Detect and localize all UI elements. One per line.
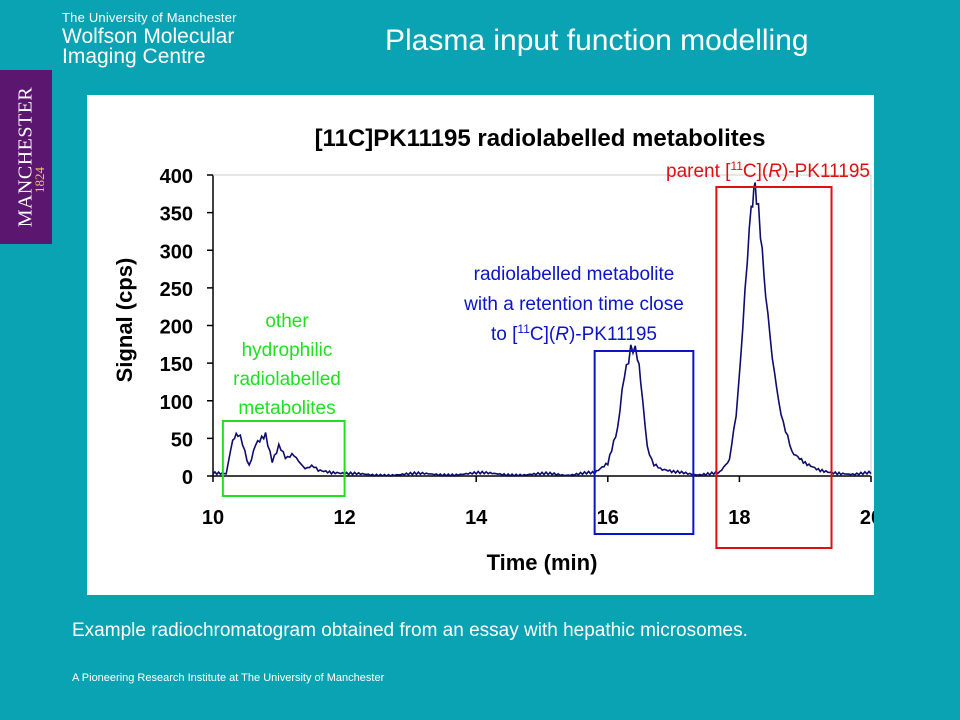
red-label-part: R — [768, 161, 782, 182]
blue-label-line: with a retention time close — [463, 294, 684, 315]
chart-panel: [11C]PK11195 radiolabelled metabolites T… — [87, 95, 874, 595]
blue-label-part: to [ — [491, 324, 518, 345]
y-tick-label: 350 — [160, 204, 193, 226]
university-header: The University of Manchester Wolfson Mol… — [62, 10, 237, 67]
slide-caption: Example radiochromatogram obtained from … — [72, 620, 748, 641]
manchester-logo: MANCHESTER 1824 — [0, 70, 52, 244]
chart-title: [11C]PK11195 radiolabelled metabolites — [315, 125, 766, 152]
y-tick-label: 300 — [160, 241, 193, 263]
x-axis-label: Time (min) — [487, 550, 598, 575]
blue-label-line3: to [11C](R)-PK11195 — [491, 322, 657, 345]
x-tick-label: 18 — [728, 507, 750, 529]
green-label-line: hydrophilic — [242, 340, 333, 361]
blue-label-part: R — [555, 324, 569, 345]
x-tick-label: 10 — [202, 507, 224, 529]
blue-label-part: 11 — [517, 322, 530, 336]
y-axis-label: Signal (cps) — [112, 258, 137, 383]
red-label-part: C]( — [743, 161, 769, 182]
red-label: parent [11C](R)-PK11195 — [666, 159, 870, 182]
slide-title: Plasma input function modelling — [385, 24, 809, 57]
logo-wordmark: MANCHESTER — [14, 86, 37, 228]
university-name: The University of Manchester — [62, 10, 237, 25]
y-tick-label: 100 — [160, 392, 193, 414]
logo-year: 1824 — [32, 167, 47, 193]
y-tick-label: 200 — [160, 317, 193, 339]
blue-label-part: )-PK11195 — [569, 324, 657, 345]
y-tick-label: 50 — [171, 429, 193, 451]
green-box — [221, 420, 346, 497]
green-label-line: other — [265, 311, 309, 332]
red-label-part: 11 — [730, 159, 743, 173]
red-box — [715, 186, 833, 549]
x-tick-label: 16 — [597, 507, 619, 529]
y-tick-label: 400 — [160, 166, 193, 188]
x-tick-label: 14 — [465, 507, 488, 529]
blue-label-line: radiolabelled metabolite — [474, 264, 675, 285]
x-tick-label: 12 — [333, 507, 355, 529]
centre-name-line1: Wolfson Molecular — [62, 25, 235, 48]
blue-box — [593, 350, 695, 535]
chromatogram-series-0 — [212, 182, 872, 478]
red-label-part: parent [ — [666, 161, 731, 182]
y-tick-label: 0 — [182, 467, 193, 489]
y-tick-label: 150 — [160, 354, 193, 376]
x-tick-label: 20 — [860, 507, 874, 529]
green-label-line: metabolites — [238, 398, 335, 419]
y-tick-label: 250 — [160, 279, 193, 301]
slide-footer: A Pioneering Research Institute at The U… — [72, 672, 385, 684]
green-label-line: radiolabelled — [233, 369, 341, 390]
red-label-part: )-PK11195 — [782, 161, 870, 182]
centre-name-line2: Imaging Centre — [62, 45, 206, 68]
chromatogram-chart: [11C]PK11195 radiolabelled metabolites T… — [112, 125, 874, 575]
blue-label-part: C]( — [530, 324, 556, 345]
